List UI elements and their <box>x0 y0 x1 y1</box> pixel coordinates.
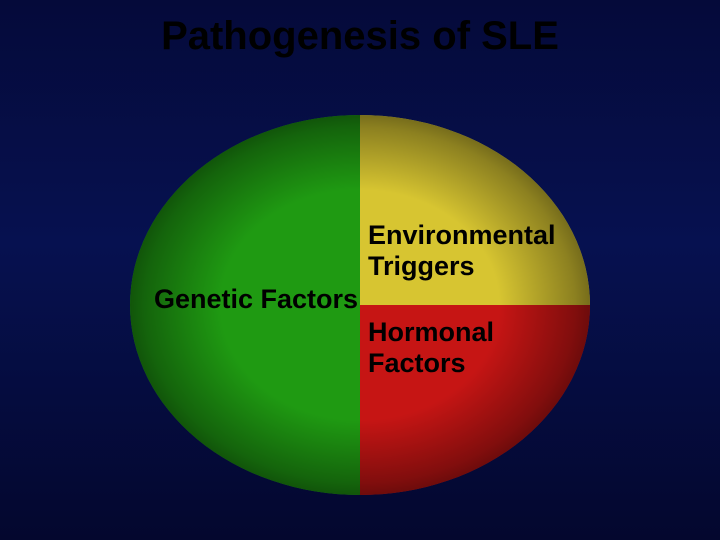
label-genetic-factors: Genetic Factors <box>154 284 358 315</box>
label-hormonal-factors: Hormonal Factors <box>368 317 494 379</box>
slide-title: Pathogenesis of SLE <box>0 14 720 59</box>
quadrant-top-left <box>130 115 360 305</box>
label-environmental-triggers: Environmental Triggers <box>368 220 556 282</box>
quadrant-bottom-left <box>130 305 360 495</box>
slide: Pathogenesis of SLE Environmental Trigge… <box>0 0 720 540</box>
